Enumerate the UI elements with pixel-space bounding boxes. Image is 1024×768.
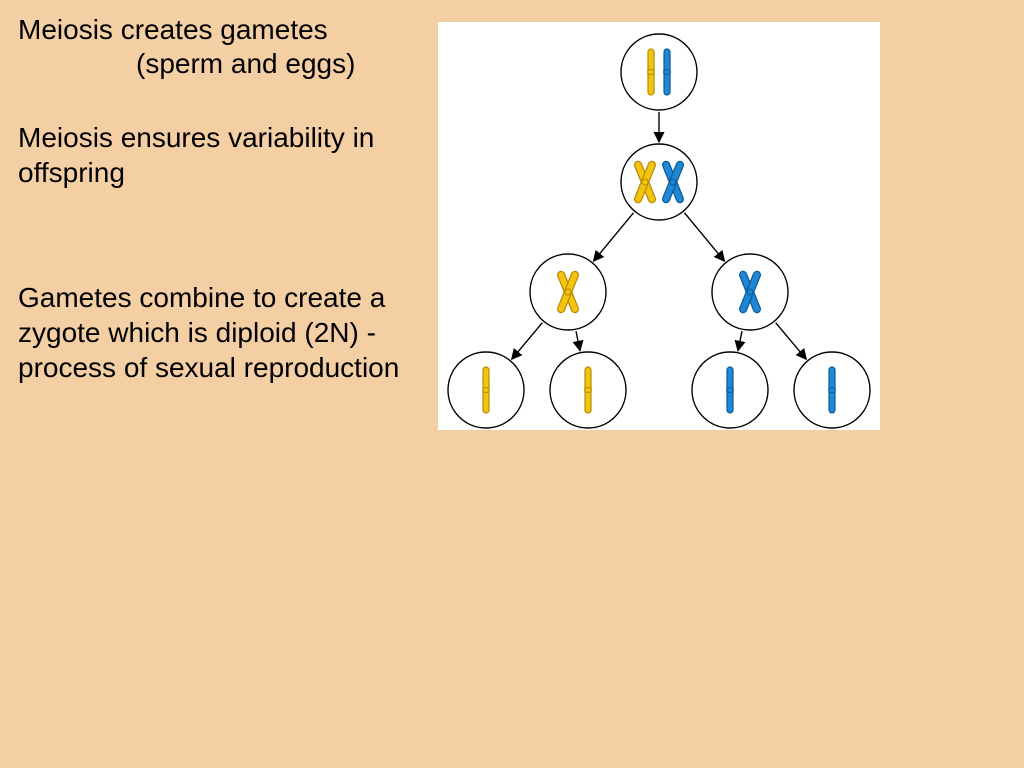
cell-n7 [794, 352, 870, 428]
cell-n0 [621, 34, 697, 110]
text-line-3: Meiosis ensures variability in offspring [18, 120, 428, 190]
cell-n1 [621, 144, 697, 220]
text-line-4: Gametes combine to create a zygote which… [18, 280, 428, 385]
cell-n2 [530, 254, 606, 330]
text-line-2: (sperm and eggs) [18, 46, 428, 81]
cell-n3 [712, 254, 788, 330]
cell-n4 [448, 352, 524, 428]
text-line-1: Meiosis creates gametes [18, 12, 428, 47]
cell-n6 [692, 352, 768, 428]
cell-n5 [550, 352, 626, 428]
meiosis-diagram [438, 22, 880, 430]
